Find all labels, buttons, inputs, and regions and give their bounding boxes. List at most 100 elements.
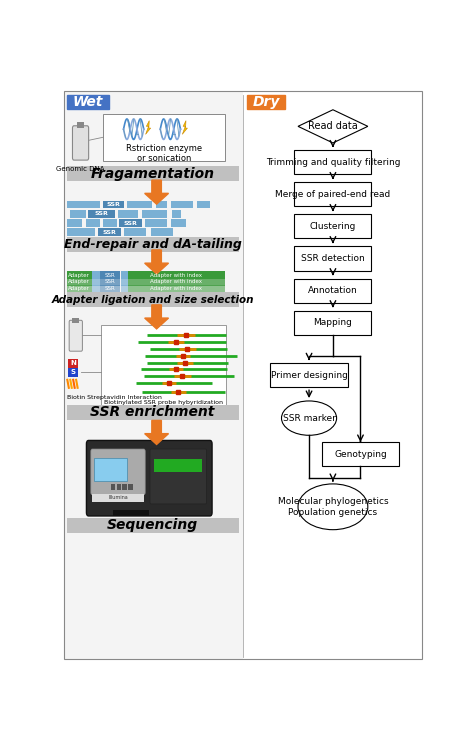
Text: Illumina: Illumina <box>108 495 128 500</box>
Bar <box>92 278 100 286</box>
Bar <box>118 210 138 218</box>
FancyBboxPatch shape <box>294 279 372 302</box>
Text: Merge of paired-end read: Merge of paired-end read <box>275 190 391 199</box>
Bar <box>119 219 142 227</box>
Text: SSR: SSR <box>107 202 120 207</box>
Text: Adapter: Adapter <box>68 279 90 285</box>
FancyBboxPatch shape <box>86 441 212 516</box>
Bar <box>66 278 91 286</box>
Bar <box>124 228 146 236</box>
Bar <box>66 292 238 307</box>
Bar <box>92 493 144 502</box>
FancyBboxPatch shape <box>294 215 372 239</box>
Bar <box>171 201 193 209</box>
Bar <box>145 219 167 227</box>
Text: Adapter ligation and size selection: Adapter ligation and size selection <box>51 295 254 305</box>
Bar <box>100 271 120 279</box>
Polygon shape <box>145 305 169 329</box>
Bar <box>120 271 128 279</box>
Bar <box>171 219 186 227</box>
Bar <box>92 285 100 293</box>
Bar <box>100 285 120 293</box>
Text: SSR detection: SSR detection <box>301 254 365 263</box>
Bar <box>142 210 167 218</box>
Text: Genomic DNA: Genomic DNA <box>56 166 105 172</box>
FancyBboxPatch shape <box>94 458 127 481</box>
Bar <box>172 210 181 218</box>
Text: Fragamentation: Fragamentation <box>91 167 215 181</box>
Text: Adapter: Adapter <box>68 273 90 278</box>
Bar <box>72 318 80 322</box>
Bar <box>154 458 202 473</box>
Text: Adapter: Adapter <box>68 286 90 291</box>
Text: Molecular phylogenetics
Population genetics: Molecular phylogenetics Population genet… <box>278 497 388 516</box>
Polygon shape <box>145 180 169 204</box>
Bar <box>103 201 124 209</box>
Bar <box>67 228 95 236</box>
FancyBboxPatch shape <box>271 363 347 387</box>
Bar <box>70 210 86 218</box>
Text: Rstriction enzyme
or sonication: Rstriction enzyme or sonication <box>126 143 202 163</box>
Bar <box>128 484 133 490</box>
Bar <box>120 285 128 293</box>
Bar <box>68 368 78 377</box>
Bar <box>88 210 115 218</box>
Text: Adapter with index: Adapter with index <box>150 279 202 285</box>
Text: SSR: SSR <box>102 230 116 235</box>
Bar <box>127 201 152 209</box>
Polygon shape <box>145 250 169 274</box>
Bar <box>66 285 91 293</box>
Text: Genotyping: Genotyping <box>334 450 387 458</box>
FancyBboxPatch shape <box>150 449 207 504</box>
Bar <box>64 91 243 659</box>
Bar <box>243 91 422 659</box>
Bar <box>197 201 210 209</box>
Bar <box>120 278 128 286</box>
Ellipse shape <box>298 484 368 530</box>
Bar <box>128 285 225 293</box>
Text: SSR: SSR <box>104 273 115 278</box>
Text: Trimming and quality filtering: Trimming and quality filtering <box>265 158 400 167</box>
Bar <box>66 237 238 252</box>
Bar <box>92 271 100 279</box>
Text: Annotation: Annotation <box>308 286 358 295</box>
Bar <box>86 219 100 227</box>
Bar <box>66 271 91 279</box>
Bar <box>67 201 100 209</box>
Text: Adapter with index: Adapter with index <box>150 286 202 291</box>
Text: Biotinylated SSR probe hybyridization: Biotinylated SSR probe hybyridization <box>104 400 223 405</box>
Polygon shape <box>182 120 187 134</box>
Bar <box>112 510 149 516</box>
Text: Mapping: Mapping <box>313 318 352 327</box>
Bar <box>77 123 84 128</box>
FancyBboxPatch shape <box>91 449 145 495</box>
FancyBboxPatch shape <box>69 320 82 351</box>
Bar <box>110 484 115 490</box>
Bar <box>66 518 238 533</box>
Bar <box>102 219 117 227</box>
Bar <box>98 228 120 236</box>
Bar <box>117 484 121 490</box>
Text: Read data: Read data <box>308 121 358 132</box>
Bar <box>122 484 127 490</box>
Text: End-repair and dA-tailing: End-repair and dA-tailing <box>64 239 241 251</box>
Text: N: N <box>70 360 76 366</box>
FancyBboxPatch shape <box>246 95 285 108</box>
Bar <box>66 405 238 420</box>
Text: Sequencing: Sequencing <box>107 518 198 532</box>
FancyBboxPatch shape <box>322 442 399 466</box>
FancyBboxPatch shape <box>294 311 372 334</box>
FancyBboxPatch shape <box>66 95 109 108</box>
Polygon shape <box>146 120 151 134</box>
Bar <box>67 219 82 227</box>
Text: SSR: SSR <box>104 286 115 291</box>
FancyBboxPatch shape <box>294 183 372 207</box>
FancyBboxPatch shape <box>294 247 372 270</box>
Text: Primer designing: Primer designing <box>271 371 347 380</box>
Text: SSR: SSR <box>104 279 115 285</box>
Text: Dry: Dry <box>252 95 280 108</box>
Bar <box>151 228 173 236</box>
Polygon shape <box>298 110 368 143</box>
Bar <box>156 201 167 209</box>
FancyBboxPatch shape <box>103 114 225 160</box>
